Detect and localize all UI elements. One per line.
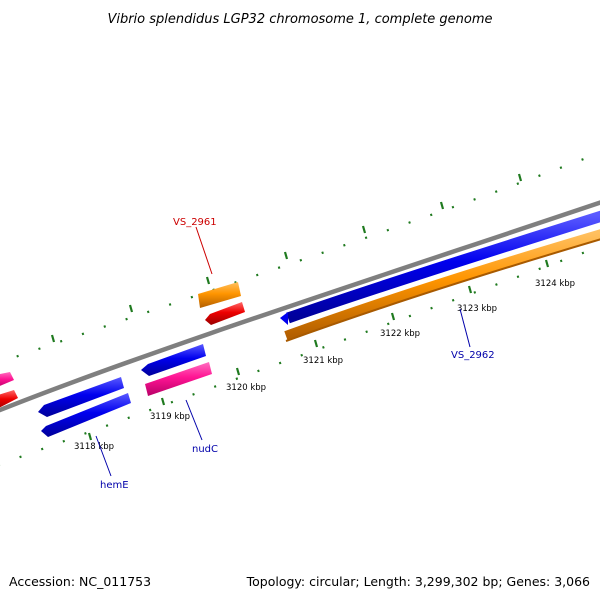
- genome-backbone: [0, 200, 600, 413]
- gene-label-vs2962[interactable]: VS_2962: [451, 308, 495, 361]
- major-tick: [87, 432, 93, 441]
- tick-label: 3121 kbp: [303, 356, 343, 366]
- major-tick: [283, 251, 289, 260]
- major-tick: [544, 259, 550, 268]
- genome-summary-text: Topology: circular; Length: 3,299,302 bp…: [246, 574, 590, 589]
- major-tick: [390, 312, 396, 321]
- reverse-cds-feature: [0, 390, 18, 408]
- gene-label-vs2961[interactable]: VS_2961: [173, 217, 217, 275]
- tick-labels: 3118 kbp 3119 kbp 3120 kbp 3121 kbp 3122…: [74, 279, 575, 452]
- reverse-cds-feature: [145, 362, 212, 396]
- accession-text: Accession: NC_011753: [9, 574, 151, 589]
- major-tick: [50, 334, 56, 343]
- gene-label-hemE[interactable]: hemE: [95, 435, 129, 491]
- tick-label: 3118 kbp: [74, 442, 114, 452]
- tick-label: 3120 kbp: [226, 383, 266, 393]
- tick-label: 3122 kbp: [380, 329, 420, 339]
- major-tick: [205, 276, 211, 285]
- map-title: Vibrio splendidus LGP32 chromosome 1, co…: [107, 12, 492, 27]
- forward-cds-feature: [38, 377, 124, 417]
- major-tick: [313, 339, 319, 348]
- forward-cds-feature: [41, 393, 131, 437]
- forward-cds-arrowhead: [280, 312, 288, 325]
- inner-tick-track: [0, 245, 600, 466]
- svg-text:VS_2962: VS_2962: [451, 350, 495, 361]
- svg-text:hemE: hemE: [100, 480, 129, 491]
- rna-feature: [198, 282, 241, 308]
- svg-text:nudC: nudC: [192, 444, 218, 455]
- tick-label: 3119 kbp: [150, 412, 190, 422]
- major-tick: [439, 201, 445, 210]
- forward-cds-feature: [141, 344, 206, 376]
- tick-label: 3124 kbp: [535, 279, 575, 289]
- gene-label-nudC[interactable]: nudC: [185, 399, 218, 455]
- major-tick: [361, 225, 367, 234]
- forward-cds-strip: [286, 210, 600, 324]
- major-tick: [160, 397, 166, 406]
- rna-feature-strip: [284, 229, 600, 341]
- major-tick: [128, 304, 134, 313]
- major-tick: [235, 367, 241, 376]
- svg-text:VS_2961: VS_2961: [173, 217, 217, 228]
- rna-feature-red: [205, 302, 245, 325]
- reverse-cds-feature: [0, 372, 14, 386]
- major-tick: [467, 285, 473, 294]
- tick-label: 3123 kbp: [457, 304, 497, 314]
- major-ticks: [50, 173, 550, 441]
- major-tick: [517, 173, 523, 182]
